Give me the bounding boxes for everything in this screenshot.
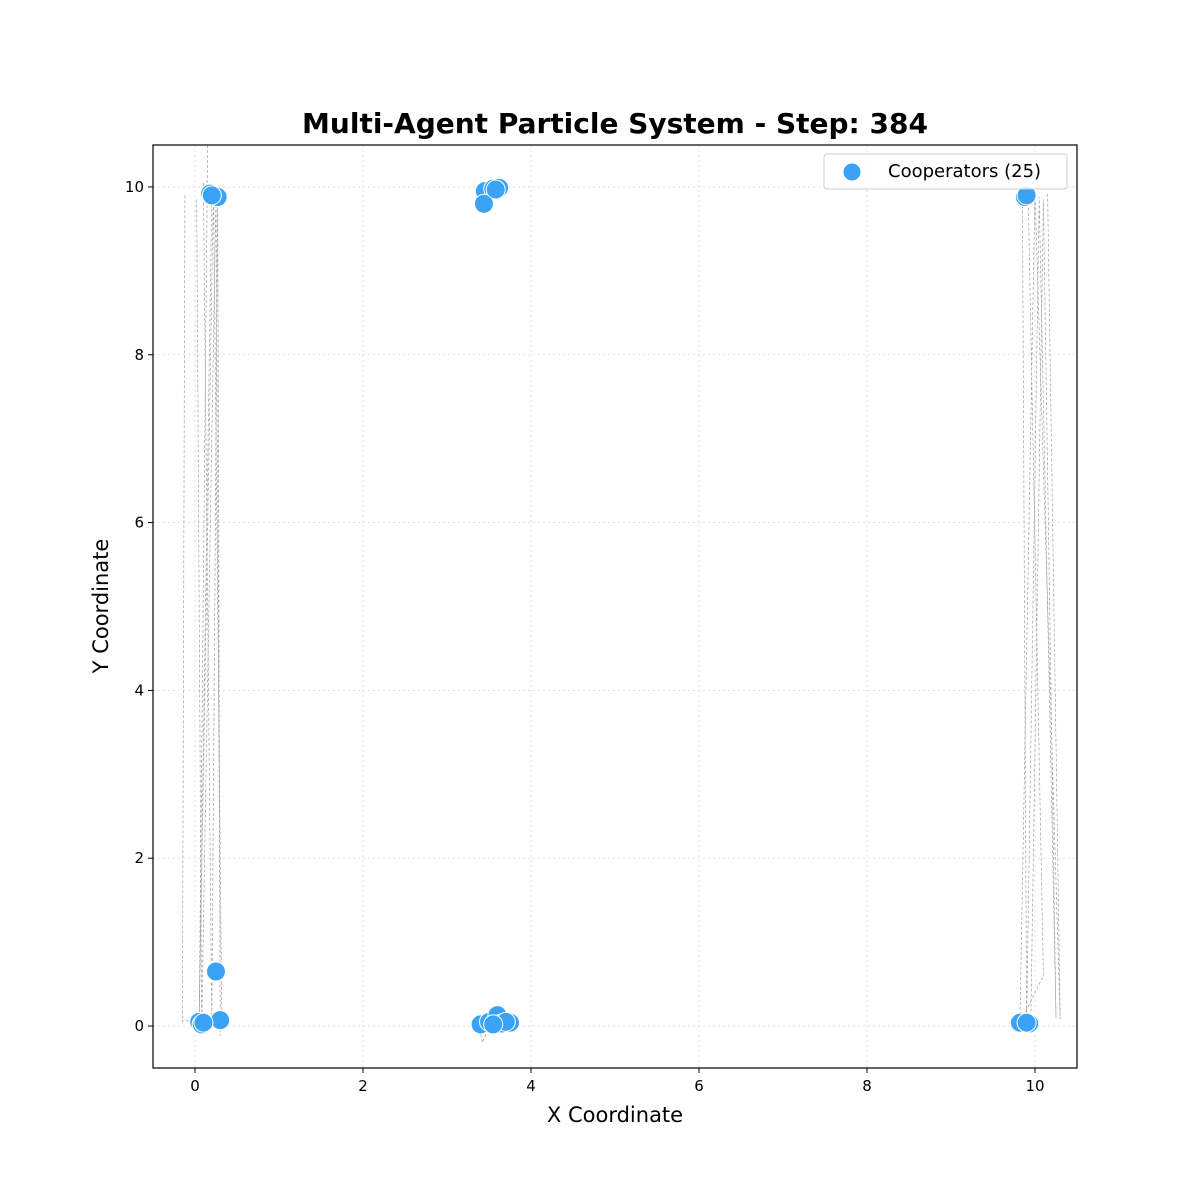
x-tick-label: 0: [190, 1077, 200, 1095]
agent-trail-5: [1019, 191, 1061, 1024]
legend-box: [823, 153, 1068, 190]
x-tick-label: 2: [358, 1077, 368, 1095]
legend-entry: Cooperators (25): [888, 161, 1041, 182]
agent-point-11: [210, 1010, 231, 1031]
y-tick-label: 8: [134, 346, 144, 364]
agent-point-23: [485, 179, 506, 200]
grid: [153, 145, 1077, 1068]
agent-trail-1: [196, 193, 221, 1027]
legend: Cooperators (25): [823, 153, 1068, 190]
x-tick-label: 8: [862, 1077, 872, 1095]
y-axis-ticks: 0 2 4 6 8 10: [125, 178, 153, 1035]
x-axis-ticks: 0 2 4 6 8 10: [190, 1068, 1045, 1095]
y-tick-label: 4: [134, 681, 144, 699]
agent-point-2: [201, 185, 222, 206]
legend-marker: [842, 162, 862, 182]
x-tick-label: 10: [1025, 1077, 1044, 1095]
x-axis-label: X Coordinate: [547, 1103, 683, 1127]
y-tick-label: 2: [134, 849, 144, 867]
agent-point-6: [473, 193, 494, 214]
x-tick-label: 6: [694, 1077, 704, 1095]
chart-title: Multi-Agent Particle System - Step: 384: [302, 107, 928, 140]
agent-point-22: [193, 1012, 214, 1033]
x-tick-label: 4: [526, 1077, 536, 1095]
y-axis-label: Y Coordinate: [89, 539, 113, 675]
agent-point-21: [1016, 1012, 1037, 1033]
agent-trail-2: [203, 182, 221, 1037]
agent-points: [189, 177, 1040, 1035]
plot-frame: [152, 144, 1078, 1069]
y-tick-label: 10: [125, 178, 144, 196]
agent-trails: [182, 144, 1061, 1045]
agent-point-18: [483, 1014, 504, 1035]
agent-trail-3: [198, 144, 223, 1020]
y-tick-label: 6: [134, 514, 144, 532]
agent-point-8: [206, 961, 226, 982]
y-tick-label: 0: [134, 1017, 144, 1035]
